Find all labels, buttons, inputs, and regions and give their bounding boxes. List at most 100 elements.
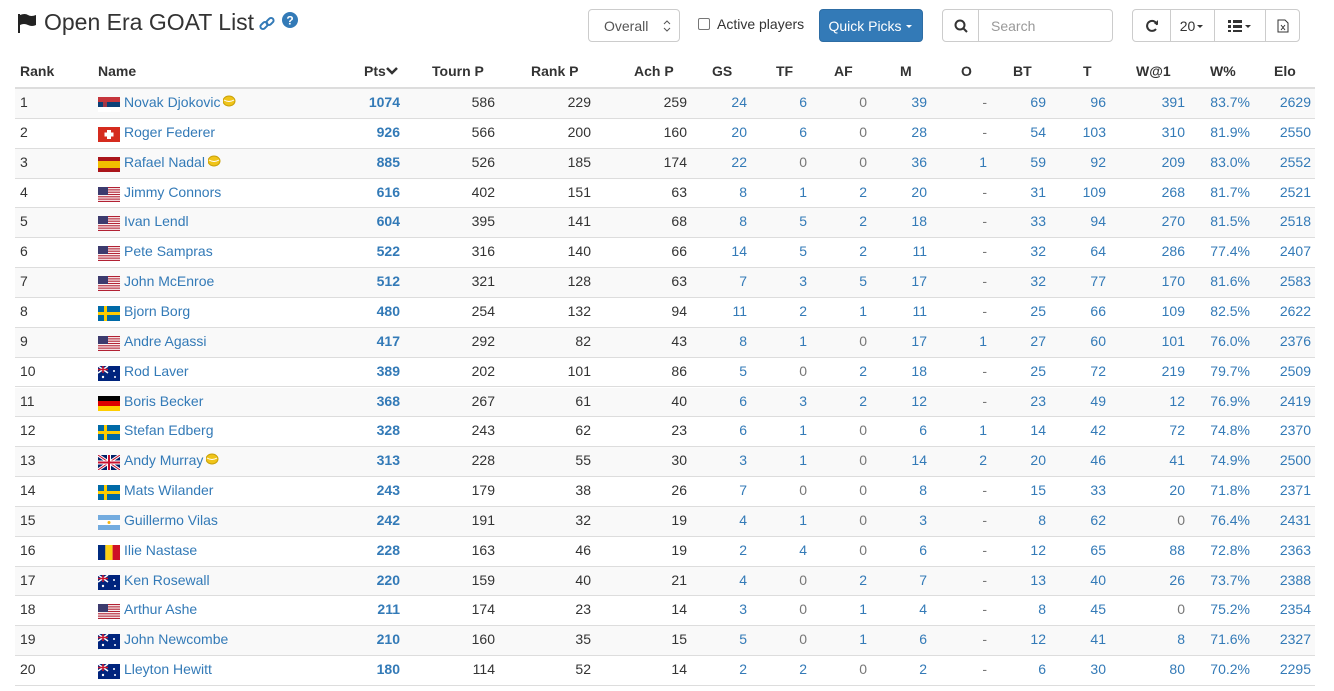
stat-cell[interactable]: 6 <box>1038 661 1046 678</box>
stat-cell[interactable]: 926 <box>376 123 400 140</box>
stat-cell[interactable]: 103 <box>1082 123 1106 140</box>
stat-cell[interactable]: 313 <box>376 452 400 469</box>
stat-cell[interactable]: 25 <box>1030 302 1046 319</box>
stat-cell[interactable]: 4 <box>739 571 747 588</box>
player-name[interactable]: Boris Becker <box>124 392 204 409</box>
stat-cell[interactable]: 30 <box>1090 661 1106 678</box>
stat-cell[interactable]: 72 <box>1090 362 1106 379</box>
stat-cell[interactable]: 71.6% <box>1210 631 1250 648</box>
column-header[interactable]: TF <box>776 63 794 79</box>
stat-cell[interactable]: 5 <box>739 362 747 379</box>
stat-cell[interactable]: 82.5% <box>1210 302 1250 319</box>
stat-cell[interactable]: 18 <box>911 362 927 379</box>
stat-cell[interactable]: 14 <box>1030 422 1046 439</box>
stat-cell[interactable]: 3 <box>799 273 807 290</box>
stat-cell[interactable]: 2370 <box>1279 422 1311 439</box>
stat-cell[interactable]: 1 <box>979 422 987 439</box>
column-header[interactable]: T <box>1083 63 1092 79</box>
stat-cell[interactable]: 328 <box>376 422 400 439</box>
view-select[interactable]: Overall <box>588 9 680 42</box>
stat-cell[interactable]: 40 <box>1090 571 1106 588</box>
stat-cell[interactable]: 2 <box>739 661 747 678</box>
stat-cell[interactable]: 17 <box>911 332 927 349</box>
stat-cell[interactable]: 1 <box>799 452 807 469</box>
stat-cell[interactable]: 81.6% <box>1210 273 1250 290</box>
stat-cell[interactable]: 2363 <box>1279 541 1311 558</box>
column-header[interactable]: AF <box>834 63 853 79</box>
page-size-button[interactable]: 20 <box>1170 9 1215 42</box>
stat-cell[interactable]: 268 <box>1161 183 1185 200</box>
stat-cell[interactable]: 75.2% <box>1210 601 1250 618</box>
stat-cell[interactable]: 1 <box>859 631 867 648</box>
stat-cell[interactable]: 2327 <box>1279 631 1311 648</box>
search-button[interactable] <box>942 9 979 42</box>
stat-cell[interactable]: 88 <box>1169 541 1185 558</box>
stat-cell[interactable]: 2 <box>799 302 807 319</box>
stat-cell[interactable]: 94 <box>1090 213 1106 230</box>
column-header[interactable]: Tourn P <box>432 63 484 79</box>
stat-cell[interactable]: 2376 <box>1279 332 1311 349</box>
stat-cell[interactable]: 242 <box>376 511 400 528</box>
stat-cell[interactable]: 6 <box>919 541 927 558</box>
stat-cell[interactable]: 83.0% <box>1210 153 1250 170</box>
stat-cell[interactable]: 5 <box>799 243 807 260</box>
stat-cell[interactable]: 46 <box>1090 452 1106 469</box>
stat-cell[interactable]: 11 <box>732 302 747 319</box>
stat-cell[interactable]: 76.0% <box>1210 332 1250 349</box>
stat-cell[interactable]: 3 <box>799 392 807 409</box>
column-header[interactable]: O <box>961 63 972 79</box>
stat-cell[interactable]: 1 <box>859 302 867 319</box>
search-input[interactable]: Search <box>978 9 1113 42</box>
stat-cell[interactable]: 210 <box>376 631 400 648</box>
column-header[interactable]: W@1 <box>1136 63 1171 79</box>
stat-cell[interactable]: 8 <box>919 482 927 499</box>
player-name[interactable]: John Newcombe <box>124 631 229 648</box>
stat-cell[interactable]: 11 <box>912 302 927 319</box>
stat-cell[interactable]: 76.4% <box>1210 511 1250 528</box>
player-name[interactable]: Guillermo Vilas <box>124 511 218 528</box>
stat-cell[interactable]: 2 <box>979 452 987 469</box>
stat-cell[interactable]: 25 <box>1030 362 1046 379</box>
stat-cell[interactable]: 2388 <box>1279 571 1311 588</box>
stat-cell[interactable]: 72.8% <box>1210 541 1250 558</box>
column-header[interactable]: Rank P <box>531 63 579 79</box>
stat-cell[interactable]: 60 <box>1090 332 1106 349</box>
stat-cell[interactable]: 286 <box>1161 243 1185 260</box>
stat-cell[interactable]: 2 <box>739 541 747 558</box>
stat-cell[interactable]: 2 <box>859 362 867 379</box>
player-name[interactable]: Andre Agassi <box>124 332 207 349</box>
column-header[interactable]: GS <box>712 63 733 79</box>
stat-cell[interactable]: 219 <box>1161 362 1185 379</box>
stat-cell[interactable]: 604 <box>376 213 400 230</box>
stat-cell[interactable]: 72 <box>1169 422 1185 439</box>
stat-cell[interactable]: 7 <box>919 571 927 588</box>
stat-cell[interactable]: 109 <box>1082 183 1106 200</box>
stat-cell[interactable]: 76.9% <box>1210 392 1250 409</box>
player-name[interactable]: Ivan Lendl <box>124 213 189 230</box>
stat-cell[interactable]: 3 <box>919 511 927 528</box>
stat-cell[interactable]: 1 <box>799 332 807 349</box>
stat-cell[interactable]: 64 <box>1090 243 1106 260</box>
stat-cell[interactable]: 31 <box>1030 183 1046 200</box>
stat-cell[interactable]: 1 <box>799 422 807 439</box>
stat-cell[interactable]: 2 <box>799 661 807 678</box>
stat-cell[interactable]: 2500 <box>1279 452 1311 469</box>
stat-cell[interactable]: 512 <box>376 273 400 290</box>
stat-cell[interactable]: 5 <box>859 273 867 290</box>
stat-cell[interactable]: 28 <box>911 123 927 140</box>
stat-cell[interactable]: 13 <box>1030 571 1046 588</box>
stat-cell[interactable]: 59 <box>1030 153 1046 170</box>
stat-cell[interactable]: 15 <box>1030 482 1046 499</box>
column-header[interactable]: W% <box>1210 63 1236 79</box>
stat-cell[interactable]: 11 <box>912 243 927 260</box>
stat-cell[interactable]: 71.8% <box>1210 482 1250 499</box>
stat-cell[interactable]: 2 <box>859 213 867 230</box>
stat-cell[interactable]: 32 <box>1030 243 1046 260</box>
stat-cell[interactable]: 1074 <box>368 94 400 110</box>
stat-cell[interactable]: 391 <box>1161 94 1185 110</box>
stat-cell[interactable]: 2354 <box>1279 601 1311 618</box>
stat-cell[interactable]: 522 <box>376 243 400 260</box>
column-header[interactable]: Elo <box>1274 63 1296 79</box>
stat-cell[interactable]: 41 <box>1090 631 1106 648</box>
stat-cell[interactable]: 368 <box>376 392 400 409</box>
